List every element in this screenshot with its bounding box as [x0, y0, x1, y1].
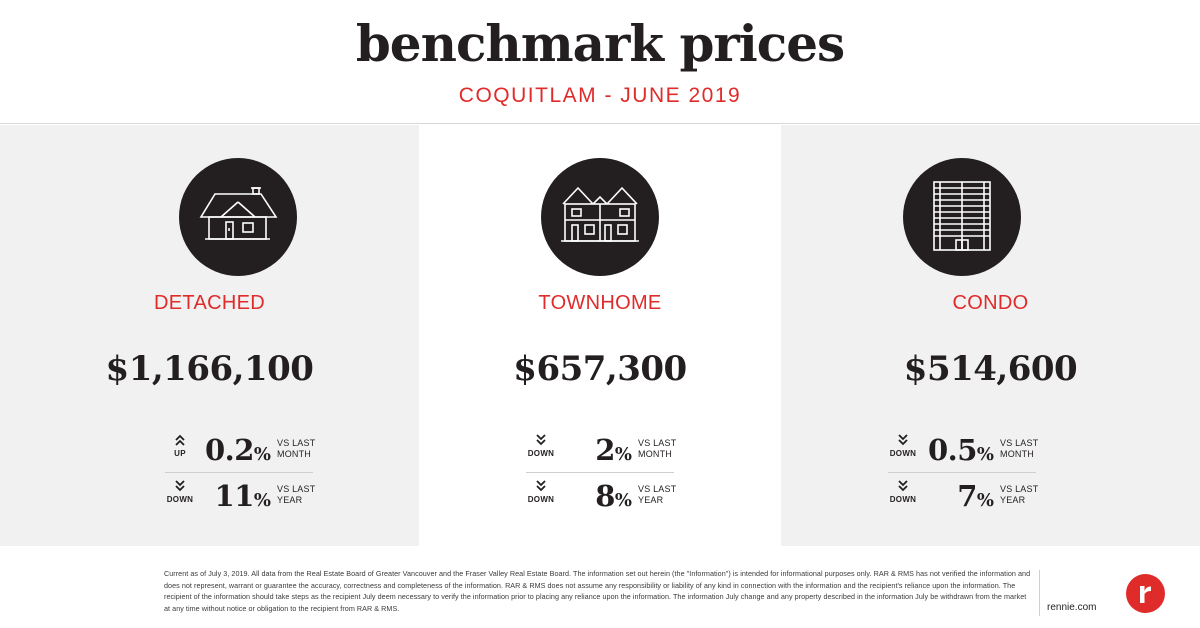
divider: [165, 472, 313, 473]
compare-period: VS LAST YEAR: [1000, 484, 1039, 505]
chevron-down-icon: [526, 479, 556, 493]
type-label-condo: CONDO: [952, 292, 1029, 314]
stat-row-year: DOWN 8% VS LAST YEAR: [526, 477, 676, 515]
column-townhome: TOWNHOME $657,300 DOWN 2% VS LAST MONTH: [419, 125, 781, 546]
type-label-townhome: TOWNHOME: [538, 292, 662, 314]
header: benchmark prices COQUITLAM - JUNE 2019: [0, 0, 1200, 124]
stats-detached: UP 0.2% VS LAST MONTH DOWN 11% VS LAST YEA…: [165, 431, 315, 515]
rennie-logo-icon[interactable]: [1126, 574, 1165, 613]
stat-row-month: DOWN 2% VS LAST MONTH: [526, 431, 676, 469]
page-subtitle: COQUITLAM - JUNE 2019: [458, 84, 742, 107]
stats-condo: DOWN 0.5% VS LAST MONTH DOWN 7% VS LAST YE…: [888, 431, 1038, 515]
stat-row-month: DOWN 0.5% VS LAST MONTH: [888, 431, 1038, 469]
compare-period: VS LAST MONTH: [1000, 438, 1039, 459]
direction-indicator: DOWN: [888, 431, 918, 469]
house-icon: [179, 158, 297, 276]
townhome-icon: [541, 158, 659, 276]
column-condo: CONDO $514,600 DOWN 0.5% VS LAST MONTH: [781, 125, 1200, 546]
divider: [888, 472, 1036, 473]
direction-indicator: UP: [165, 431, 195, 469]
stat-row-month: UP 0.2% VS LAST MONTH: [165, 431, 315, 469]
stat-row-year: DOWN 7% VS LAST YEAR: [888, 477, 1038, 515]
percent-change: 0.5%: [927, 433, 994, 467]
divider: [526, 472, 674, 473]
price-condo: $514,600: [903, 349, 1078, 389]
disclaimer-text: Current as of July 3, 2019. All data fro…: [164, 569, 1031, 613]
percent-change: 0.2%: [204, 433, 271, 467]
condo-building-icon: [903, 158, 1021, 276]
stat-row-year: DOWN 11% VS LAST YEAR: [165, 477, 315, 515]
compare-period: VS LAST MONTH: [277, 438, 316, 459]
chevron-up-icon: [165, 433, 195, 447]
compare-period: VS LAST YEAR: [277, 484, 316, 505]
type-label-detached: DETACHED: [154, 292, 265, 314]
direction-indicator: DOWN: [526, 477, 556, 515]
chevron-down-icon: [888, 433, 918, 447]
direction-indicator: DOWN: [165, 477, 195, 515]
compare-period: VS LAST MONTH: [638, 438, 677, 459]
footer: Current as of July 3, 2019. All data fro…: [0, 546, 1200, 628]
column-detached: DETACHED $1,166,100 UP 0.2% VS LAST MONTH: [0, 125, 419, 546]
chevron-down-icon: [888, 479, 918, 493]
percent-change: 11%: [214, 479, 271, 513]
direction-indicator: DOWN: [526, 431, 556, 469]
percent-change: 2%: [595, 433, 632, 467]
stats-townhome: DOWN 2% VS LAST MONTH DOWN 8% VS LAST YEAR: [526, 431, 676, 515]
website-link[interactable]: rennie.com: [1047, 602, 1097, 613]
chevron-down-icon: [165, 479, 195, 493]
direction-indicator: DOWN: [888, 477, 918, 515]
price-townhome: $657,300: [513, 349, 687, 389]
compare-period: VS LAST YEAR: [638, 484, 677, 505]
page-title: benchmark prices: [355, 14, 845, 73]
price-detached: $1,166,100: [105, 349, 314, 389]
percent-change: 7%: [957, 479, 994, 513]
price-columns: DETACHED $1,166,100 UP 0.2% VS LAST MONTH: [0, 125, 1200, 546]
percent-change: 8%: [595, 479, 632, 513]
footer-divider: [1039, 570, 1040, 616]
chevron-down-icon: [526, 433, 556, 447]
